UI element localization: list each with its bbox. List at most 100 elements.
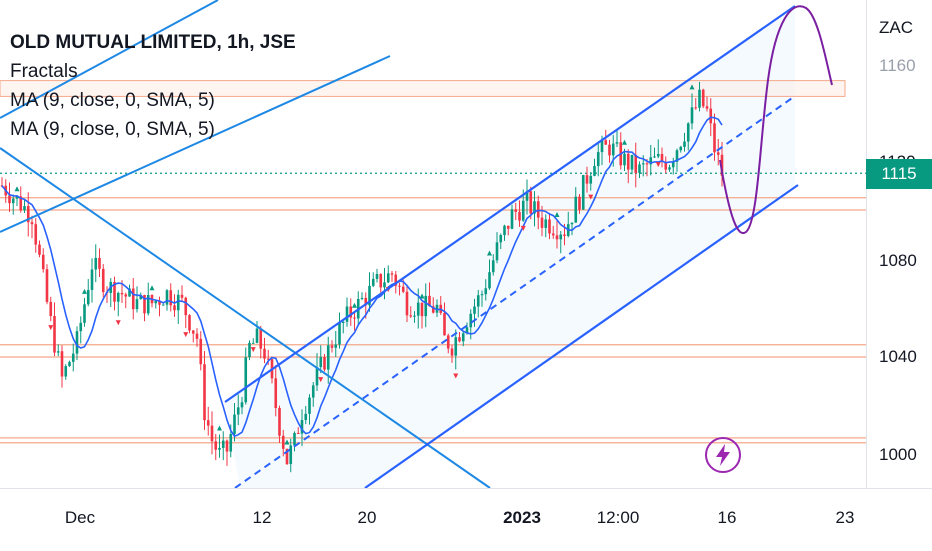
- channel-mid: [234, 95, 796, 489]
- candle-body: [341, 321, 345, 323]
- candle-body: [604, 140, 608, 145]
- candle-body: [338, 322, 341, 345]
- candle-body: [476, 295, 480, 307]
- candle-body: [195, 333, 199, 339]
- candle-body: [34, 224, 38, 245]
- channel-bottom: [364, 184, 799, 489]
- fractal-up: [487, 250, 492, 256]
- candle-body: [124, 294, 128, 297]
- candle-body: [379, 273, 383, 288]
- candle-body: [53, 316, 56, 353]
- candle-body: [203, 364, 206, 421]
- candle-body: [454, 337, 458, 356]
- candle-body: [161, 304, 165, 306]
- candle-body: [611, 143, 615, 156]
- candle-body: [473, 306, 476, 314]
- price-tick: 1080: [879, 251, 917, 270]
- candle-body: [308, 397, 311, 414]
- candle-body: [360, 297, 364, 299]
- candle-body: [664, 161, 668, 170]
- candle-body: [701, 89, 705, 107]
- fractal-up: [352, 302, 357, 308]
- candle-body: [458, 337, 461, 342]
- fractal-up: [82, 288, 87, 294]
- candle-body: [255, 328, 259, 343]
- fractal-down: [453, 373, 459, 379]
- indicator-ma-1[interactable]: MA (9, close, 0, SMA, 5): [10, 90, 215, 111]
- time-tick: 20: [357, 508, 377, 527]
- candle-body: [45, 269, 49, 302]
- candle-body: [71, 353, 75, 362]
- price-tick: 1000: [879, 445, 917, 464]
- lightning-bolt-icon[interactable]: [705, 437, 741, 473]
- candle-body: [345, 306, 349, 322]
- candle-body: [278, 408, 281, 436]
- candle-body: [315, 367, 319, 386]
- candle-body: [199, 338, 203, 365]
- candle-body: [499, 235, 503, 243]
- time-tick: 2023: [503, 508, 541, 527]
- candle-body: [176, 294, 180, 311]
- symbol-title[interactable]: OLD MUTUAL LIMITED, 1h, JSE: [10, 32, 296, 53]
- candle-body: [413, 315, 416, 317]
- fractal-down: [318, 377, 324, 383]
- price-tick: 1040: [879, 347, 917, 366]
- candle-body: [401, 286, 405, 292]
- candle-body: [446, 335, 450, 349]
- candle-body: [653, 156, 656, 158]
- candle-body: [555, 235, 559, 240]
- channel-top: [224, 5, 796, 403]
- candle-body: [244, 357, 248, 403]
- candle-body: [386, 273, 390, 283]
- candle-body: [41, 254, 45, 270]
- candle-body: [225, 440, 229, 452]
- candle-body: [495, 242, 499, 261]
- candle-body: [68, 361, 71, 367]
- candle-body: [465, 327, 469, 334]
- candle-body: [420, 302, 424, 317]
- candle-body: [551, 233, 555, 236]
- candle-body: [709, 108, 713, 124]
- candle-body: [626, 153, 630, 170]
- indicator-ma-2[interactable]: MA (9, close, 0, SMA, 5): [10, 119, 215, 140]
- candle-body: [484, 288, 488, 295]
- candle-body: [713, 123, 716, 153]
- candle-body: [146, 294, 150, 314]
- candle-body: [86, 289, 90, 305]
- candle-body: [319, 357, 323, 368]
- candle-body: [120, 292, 124, 295]
- fractal-up: [419, 293, 425, 299]
- drawings: [0, 0, 833, 489]
- candle-body: [64, 366, 68, 377]
- fractal-up: [217, 425, 222, 431]
- candle-body: [563, 234, 566, 236]
- candle-body: [416, 302, 420, 316]
- candle-body: [491, 260, 495, 273]
- candle-body: [533, 201, 536, 214]
- candle-body: [581, 175, 585, 210]
- price-axis[interactable]: [866, 0, 932, 488]
- fractal-down: [588, 194, 594, 200]
- candle-body: [615, 142, 619, 144]
- candle-body: [375, 273, 379, 279]
- fractal-up: [14, 186, 20, 192]
- fractal-down: [48, 325, 54, 331]
- candle-body: [596, 152, 600, 167]
- candle-body: [330, 345, 334, 348]
- candle-body: [180, 294, 184, 298]
- candle-body: [649, 157, 653, 165]
- candle-body: [165, 290, 169, 305]
- candle-body: [529, 191, 533, 214]
- candle-body: [15, 196, 19, 199]
- currency-label: ZAC: [879, 18, 913, 37]
- candle-body: [116, 292, 120, 302]
- time-axis[interactable]: [0, 488, 932, 551]
- candle-body: [248, 342, 251, 358]
- time-tick: 16: [717, 508, 737, 527]
- candle-body: [461, 333, 465, 342]
- candle-body: [409, 315, 413, 317]
- candle-body: [326, 345, 330, 370]
- candle-body: [518, 211, 521, 221]
- indicator-fractals[interactable]: Fractals: [10, 61, 78, 82]
